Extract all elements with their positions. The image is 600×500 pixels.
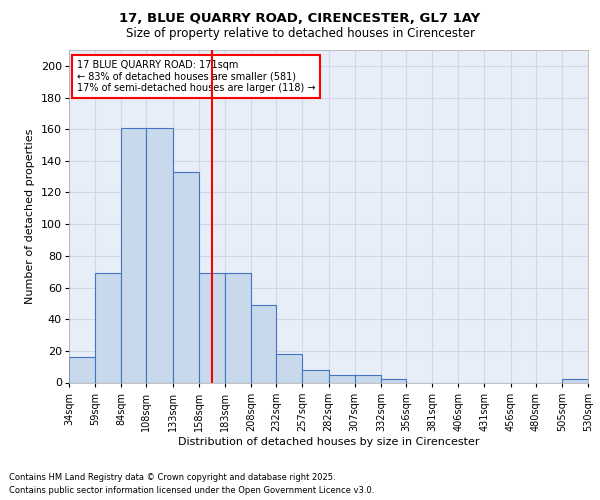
Text: 17 BLUE QUARRY ROAD: 171sqm
← 83% of detached houses are smaller (581)
17% of se: 17 BLUE QUARRY ROAD: 171sqm ← 83% of det… [77, 60, 315, 93]
Bar [199, 273, 225, 382]
Bar [146, 128, 173, 382]
Bar [562, 380, 588, 382]
Text: 17, BLUE QUARRY ROAD, CIRENCESTER, GL7 1AY: 17, BLUE QUARRY ROAD, CIRENCESTER, GL7 1… [119, 12, 481, 26]
Text: Size of property relative to detached houses in Cirencester: Size of property relative to detached ho… [125, 28, 475, 40]
Text: Contains HM Land Registry data © Crown copyright and database right 2025.: Contains HM Land Registry data © Crown c… [9, 472, 335, 482]
Bar [69, 357, 95, 382]
Bar [276, 354, 302, 382]
Bar [251, 305, 276, 382]
Bar [95, 273, 121, 382]
Bar [173, 172, 199, 382]
Bar [329, 374, 355, 382]
Bar [355, 374, 381, 382]
Bar [381, 380, 406, 382]
Bar [302, 370, 329, 382]
X-axis label: Distribution of detached houses by size in Cirencester: Distribution of detached houses by size … [178, 436, 479, 446]
Bar [121, 128, 146, 382]
Bar [225, 273, 251, 382]
Text: Contains public sector information licensed under the Open Government Licence v3: Contains public sector information licen… [9, 486, 374, 495]
Y-axis label: Number of detached properties: Number of detached properties [25, 128, 35, 304]
